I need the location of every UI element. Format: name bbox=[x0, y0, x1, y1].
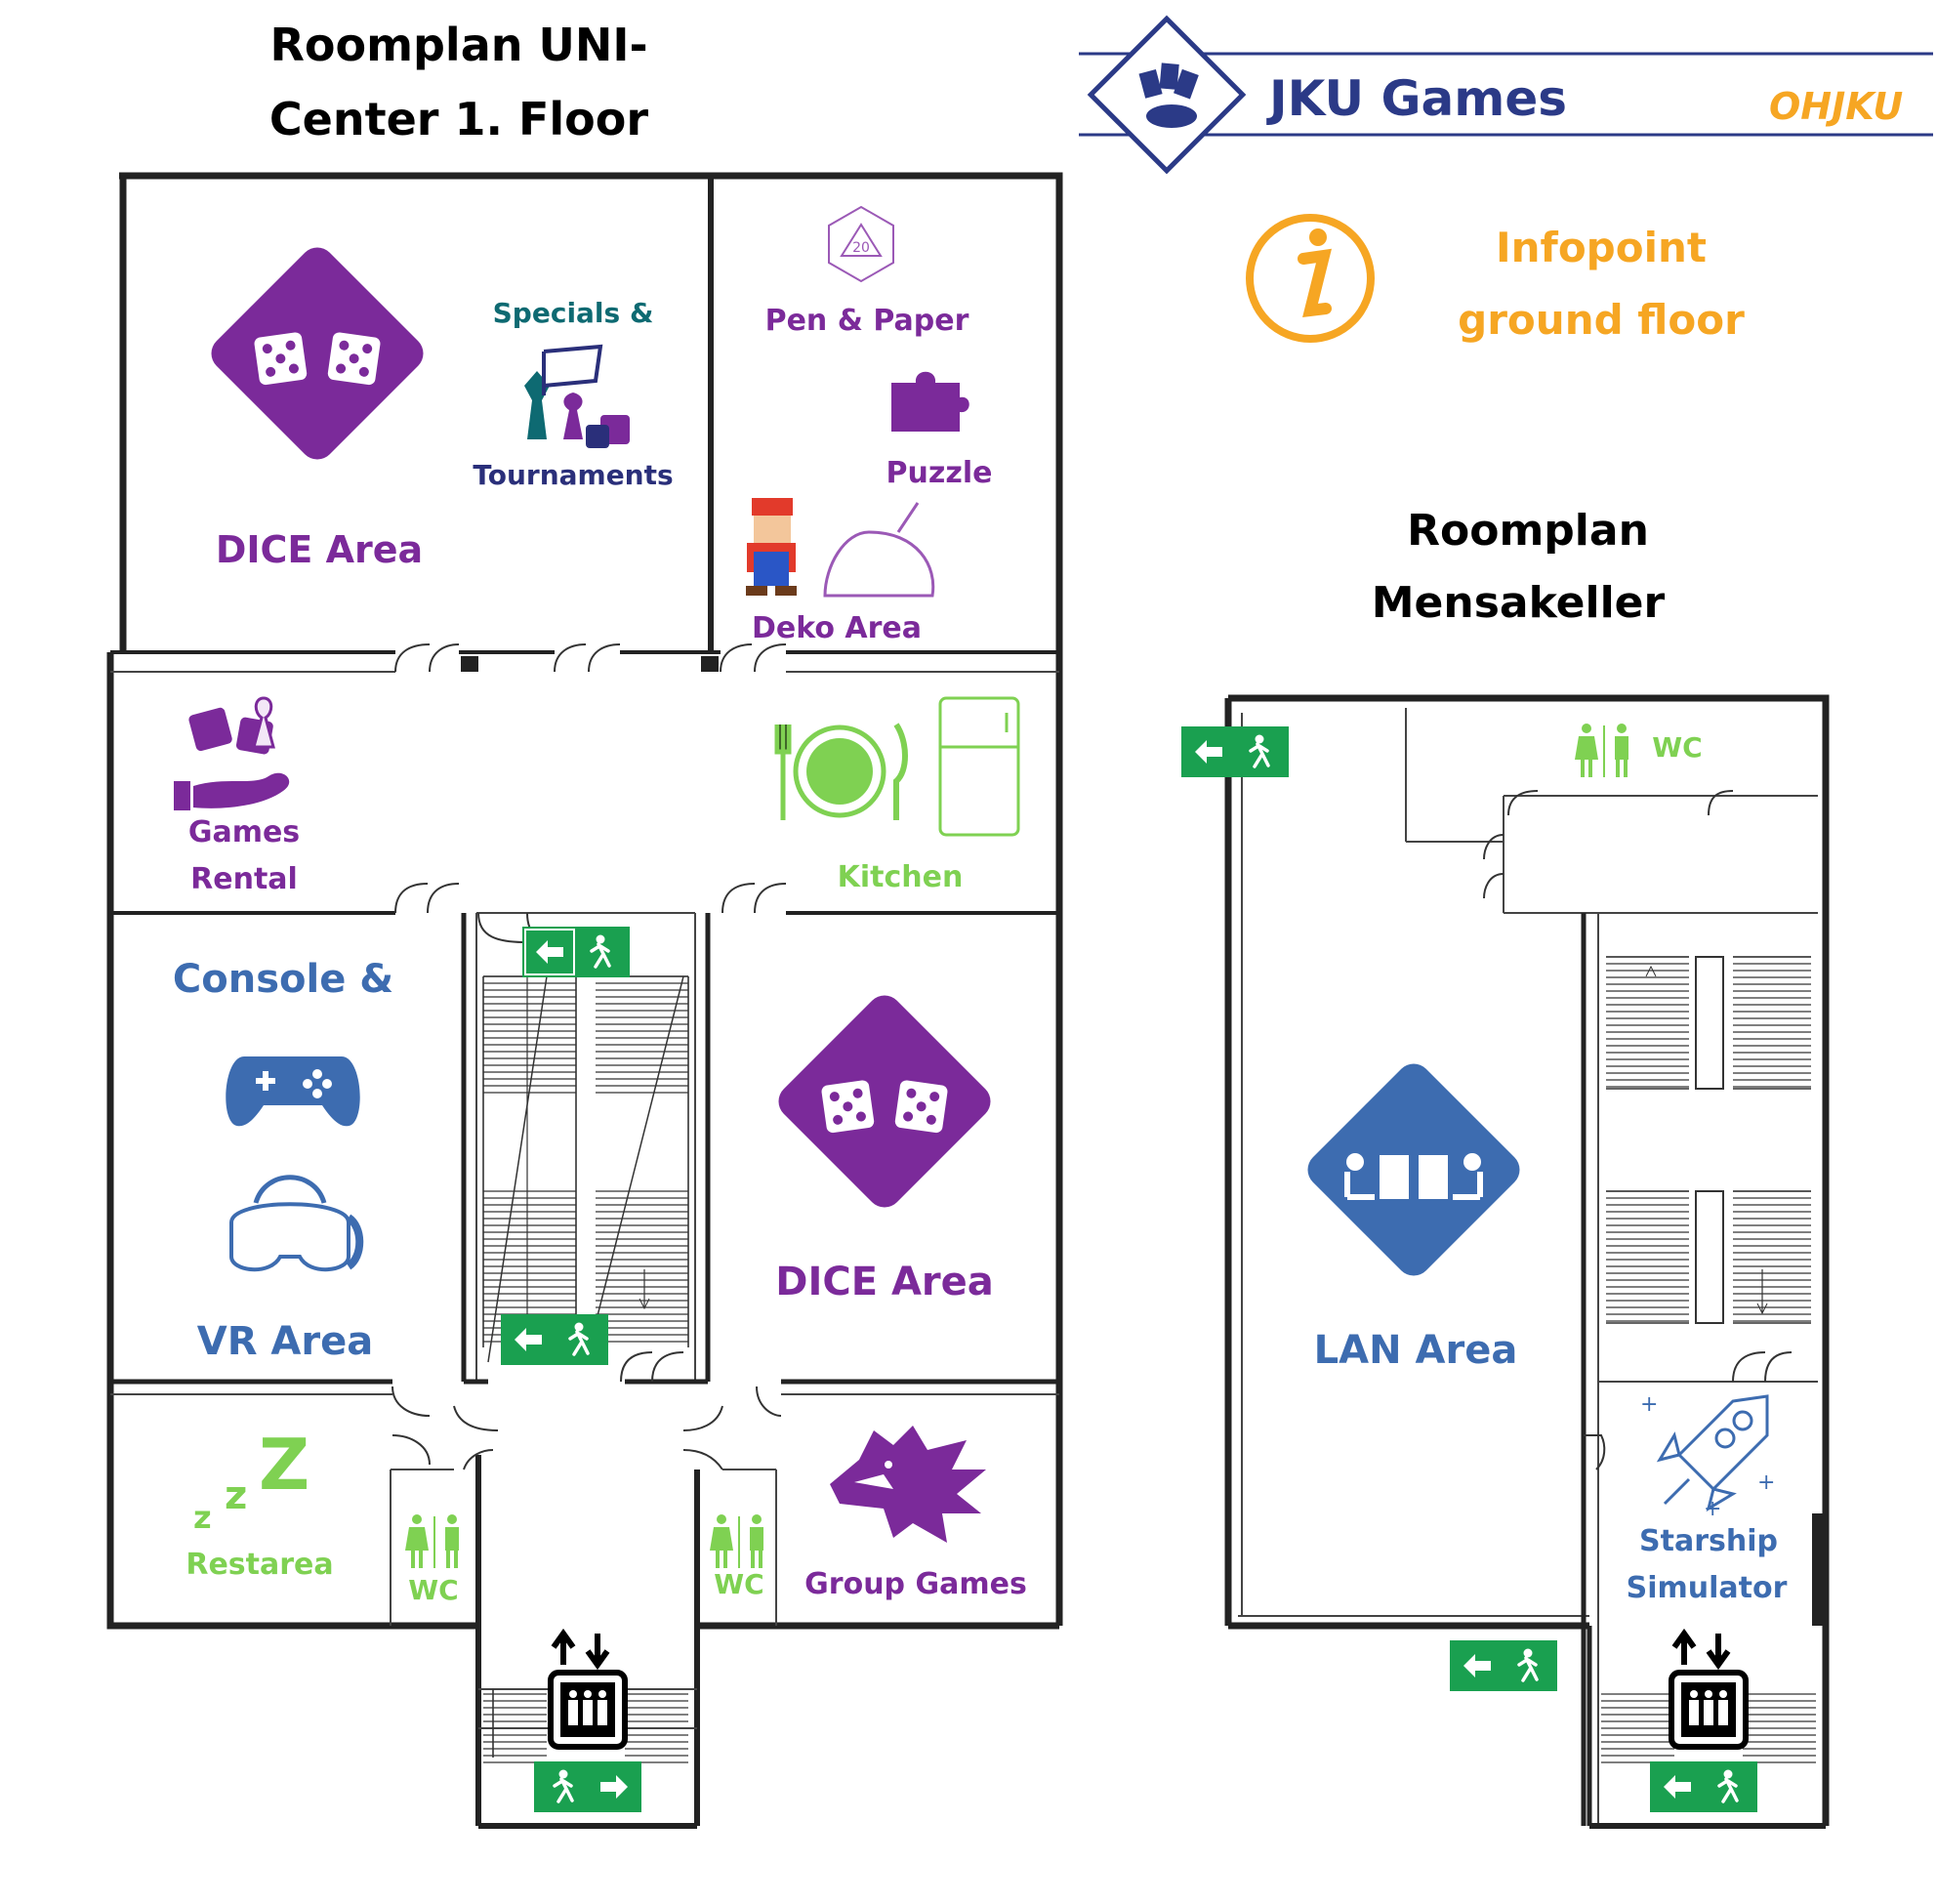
deko-area-label: Deko Area bbox=[752, 611, 922, 645]
floor1-staircase bbox=[482, 965, 689, 1363]
restarea-label: Restarea bbox=[185, 1548, 333, 1582]
wc-left-icon bbox=[405, 1514, 459, 1568]
exit-sign-stairs-bottom bbox=[501, 1314, 608, 1365]
stair-treads bbox=[596, 975, 688, 1094]
fridge-icon bbox=[938, 696, 1020, 837]
stair-treads bbox=[483, 975, 576, 1094]
infopoint-line2: ground floor bbox=[1458, 296, 1745, 344]
d20-icon: 20 bbox=[828, 205, 894, 283]
vr-area-label: VR Area bbox=[197, 1319, 374, 1364]
chess-pieces-icon bbox=[524, 344, 630, 448]
games-rental-icon bbox=[174, 696, 290, 810]
games-rental-line2: Rental bbox=[190, 862, 298, 896]
pen-paper-label: Pen & Paper bbox=[765, 304, 969, 338]
wolf-icon bbox=[830, 1426, 986, 1543]
infopoint-icon bbox=[1246, 214, 1375, 343]
exit-sign-mensa-bottom bbox=[1650, 1761, 1757, 1812]
dice-area-right-icon bbox=[778, 995, 991, 1208]
mensa-staircase bbox=[1606, 956, 1811, 1324]
svg-text:Z: Z bbox=[259, 1424, 309, 1506]
puzzle-label: Puzzle bbox=[886, 456, 993, 490]
stair-treads bbox=[1606, 1190, 1689, 1322]
d20-number: 20 bbox=[852, 240, 870, 256]
oh-jku-logo: OHJKU bbox=[1769, 85, 1903, 128]
jku-games-header: JKU Games OHJKU bbox=[1079, 15, 1933, 175]
floor1-title-line1: Roomplan UNI- bbox=[269, 19, 647, 71]
puzzle-icon bbox=[891, 371, 969, 432]
floor1-title-line2: Center 1. Floor bbox=[269, 93, 648, 145]
starship-label-line2: Simulator bbox=[1627, 1571, 1788, 1605]
mensa-title-line2: Mensakeller bbox=[1372, 578, 1666, 628]
wc-right-icon bbox=[710, 1514, 763, 1568]
dice-area-right-label: DICE Area bbox=[775, 1260, 994, 1304]
exit-sign-mensa-middle bbox=[1450, 1640, 1557, 1691]
exit-sign-mensa-top bbox=[1181, 726, 1289, 777]
mario-icon bbox=[746, 498, 797, 596]
dice-area-top-icon bbox=[211, 247, 424, 460]
infopoint-line1: Infopoint bbox=[1496, 224, 1707, 271]
lan-area-icon bbox=[1307, 1063, 1520, 1276]
stair-treads bbox=[596, 1190, 688, 1343]
rocket-icon: + + + bbox=[1640, 1392, 1775, 1521]
mensa-walls bbox=[1224, 694, 1830, 1829]
jku-games-brand: JKU Games bbox=[1266, 70, 1567, 127]
group-games-label: Group Games bbox=[804, 1567, 1027, 1601]
svg-text:+: + bbox=[1640, 1392, 1658, 1417]
exit-sign-floor1-bottom bbox=[534, 1761, 641, 1812]
wc-mensa-label: WC bbox=[1652, 731, 1702, 764]
stair-treads bbox=[625, 1693, 688, 1763]
exit-sign-stairs-top bbox=[522, 927, 630, 977]
console-label: Console & bbox=[173, 957, 393, 1002]
specials-label-line1: Specials & bbox=[493, 297, 654, 329]
kitchen-label: Kitchen bbox=[838, 860, 964, 894]
iron-icon bbox=[823, 502, 935, 598]
stair-treads bbox=[1733, 956, 1811, 1088]
gamepad-icon bbox=[226, 1056, 360, 1127]
wc-mensa-icon bbox=[1575, 724, 1628, 777]
lan-area-label: LAN Area bbox=[1314, 1328, 1518, 1373]
svg-text:z: z bbox=[193, 1499, 212, 1536]
wc-right-label: WC bbox=[714, 1568, 763, 1600]
elevator-icon bbox=[548, 1628, 628, 1750]
tournaments-label: Tournaments bbox=[473, 459, 673, 491]
stair-treads bbox=[1606, 956, 1689, 1088]
sleep-zzz-icon: z z Z bbox=[193, 1424, 309, 1536]
stair-treads bbox=[1733, 1190, 1811, 1322]
svg-text:+: + bbox=[1757, 1470, 1775, 1495]
kitchen-plate-icon bbox=[774, 723, 908, 820]
svg-text:z: z bbox=[225, 1473, 247, 1518]
mensa-title-line1: Roomplan bbox=[1407, 506, 1649, 556]
svg-text:+: + bbox=[1704, 1497, 1721, 1521]
vr-headset-icon bbox=[229, 1175, 364, 1272]
dice-area-top-label: DICE Area bbox=[216, 528, 423, 571]
games-rental-line1: Games bbox=[188, 815, 300, 849]
stair-treads bbox=[1601, 1693, 1674, 1763]
wc-left-label: WC bbox=[408, 1574, 458, 1606]
stair-treads bbox=[483, 1190, 576, 1343]
jku-games-logo-icon bbox=[1087, 15, 1247, 175]
starship-label-line1: Starship bbox=[1639, 1524, 1778, 1558]
stair-treads bbox=[1743, 1693, 1816, 1763]
elevator-mensa-icon bbox=[1669, 1628, 1749, 1750]
floor1-walls bbox=[106, 172, 1063, 1829]
